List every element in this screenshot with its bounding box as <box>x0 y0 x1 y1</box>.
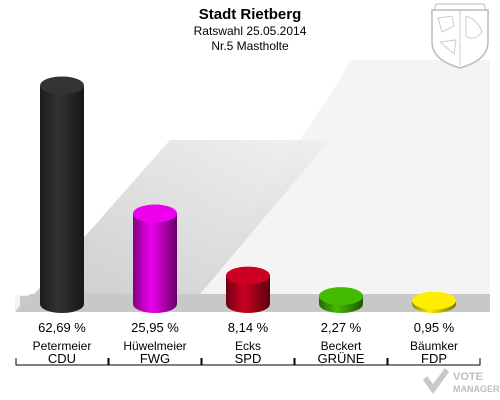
bar-fdp <box>412 291 456 313</box>
bar-top <box>319 287 363 306</box>
party-label-fwg: FWG <box>140 351 170 366</box>
bar-spd <box>226 266 270 313</box>
bar-cdu <box>40 76 84 314</box>
chart-subtitle: Ratswahl 25.05.2014 <box>194 24 307 38</box>
bar-body <box>133 213 177 313</box>
bar-fwg <box>133 204 177 313</box>
chart-title: Stadt Rietberg <box>199 6 302 23</box>
candidate-label-fwg: Hüwelmeier <box>123 339 186 353</box>
party-label-grüne: GRÜNE <box>318 351 365 366</box>
party-label-spd: SPD <box>235 351 262 366</box>
category-bracket <box>15 358 109 366</box>
bar-top <box>133 204 177 223</box>
bar-top <box>226 266 270 285</box>
vote-manager-logo: VOTE MANAGER <box>423 368 500 394</box>
candidate-label-cdu: Petermeier <box>33 339 92 353</box>
candidate-label-grüne: Beckert <box>321 339 362 353</box>
value-labels: 62,69 % 25,95 % 8,14 % 2,27 % 0,95 % <box>38 320 455 335</box>
watermark-line-2: MANAGER <box>453 384 500 394</box>
category-bracket <box>294 358 388 366</box>
bar-grüne <box>319 287 363 313</box>
candidate-label-spd: Ecks <box>235 339 261 353</box>
watermark-line-1: VOTE <box>453 371 483 383</box>
category-bracket <box>387 358 481 366</box>
bar-top <box>40 76 84 95</box>
bar-body <box>40 85 84 314</box>
party-label-cdu: CDU <box>48 351 76 366</box>
chart-backdrop <box>15 60 490 312</box>
checkmark-icon <box>423 368 449 394</box>
category-bracket <box>201 358 295 366</box>
value-label-grüne: 2,27 % <box>321 320 362 335</box>
candidate-label-fdp: Bäumker <box>410 339 458 353</box>
chart-subtitle-2: Nr.5 Mastholte <box>211 39 289 53</box>
value-label-fdp: 0,95 % <box>414 320 455 335</box>
category-bracket <box>108 358 202 366</box>
party-label-fdp: FDP <box>421 351 447 366</box>
value-label-fwg: 25,95 % <box>131 320 179 335</box>
bar-series <box>40 76 456 314</box>
value-label-cdu: 62,69 % <box>38 320 86 335</box>
value-label-spd: 8,14 % <box>228 320 269 335</box>
bar-top <box>412 291 456 310</box>
coat-of-arms-icon <box>431 3 489 69</box>
bar-body <box>226 275 270 313</box>
